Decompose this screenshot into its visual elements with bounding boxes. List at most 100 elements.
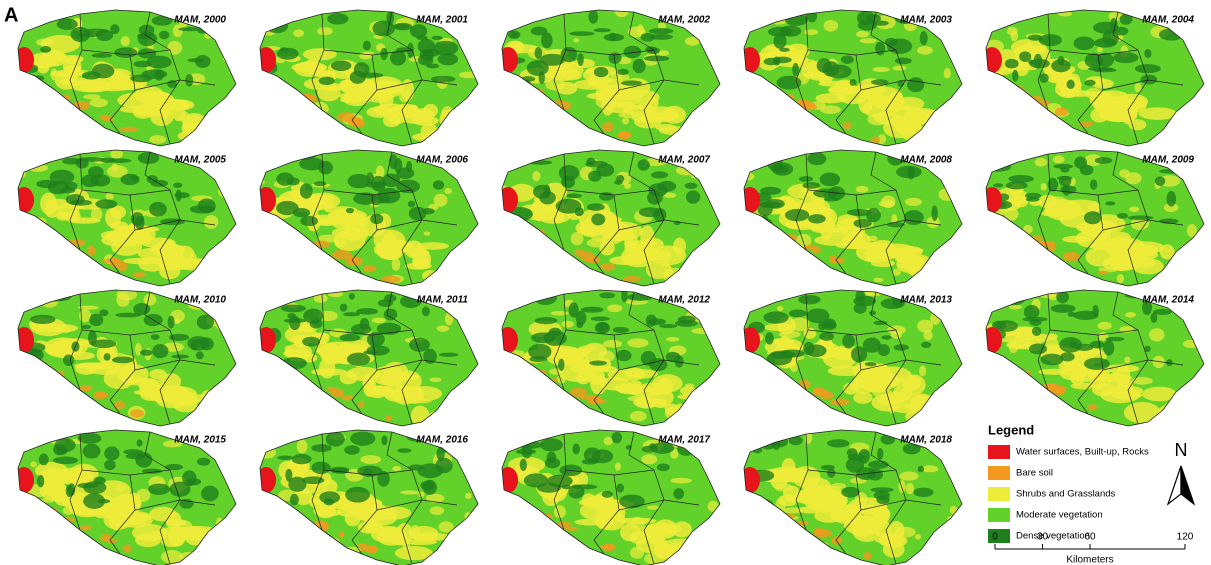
patch-shrub — [1000, 112, 1009, 122]
patch-shrub — [1165, 132, 1176, 146]
patch-dense — [152, 344, 168, 358]
patch-bare — [132, 272, 146, 277]
patch-shrub — [364, 76, 403, 96]
patch-shrub — [400, 490, 419, 494]
map-panel — [731, 9, 962, 146]
patch-shrub — [493, 497, 512, 505]
patch-bare — [600, 263, 615, 271]
patch-dense — [1025, 193, 1041, 199]
patch-shrub — [797, 407, 807, 412]
patch-shrub — [511, 245, 532, 259]
patch-shrub — [899, 472, 918, 481]
figure: A Legend N MAM, 2000MAM, 2001MAM, 2002MA… — [0, 0, 1211, 565]
patch-shrub — [259, 399, 273, 412]
patch-bare — [602, 122, 614, 132]
patch-dense — [616, 350, 632, 361]
patch-dense — [621, 289, 628, 303]
patch-dense — [561, 176, 575, 188]
patch-dense — [57, 18, 78, 30]
patch-shrub — [254, 179, 265, 185]
patch-dense — [1090, 179, 1097, 190]
patch-dense — [169, 334, 189, 341]
patch-dense — [340, 304, 348, 312]
patch-dense — [511, 32, 518, 38]
patch-shrub — [407, 250, 424, 256]
patch-shrub — [118, 370, 134, 382]
patch-shrub — [573, 38, 579, 42]
patch-bare — [66, 239, 85, 247]
patch-dense — [288, 477, 306, 492]
patch-dense — [382, 174, 400, 188]
patch-bare — [87, 246, 96, 256]
patch-shrub — [566, 360, 584, 366]
patch-shrub — [1027, 106, 1047, 116]
patch-bare — [864, 551, 872, 560]
patch-dense — [920, 31, 928, 45]
patch-shrub — [213, 387, 224, 397]
patch-dense — [562, 485, 571, 490]
patch-shrub — [149, 369, 166, 379]
patch-water — [498, 467, 518, 493]
patch-shrub — [114, 225, 131, 246]
patch-bare — [95, 394, 109, 398]
map-label: MAM, 2003 — [900, 15, 952, 26]
patch-shrub — [325, 132, 333, 136]
patch-dense — [397, 448, 411, 453]
legend: Legend — [988, 422, 1034, 437]
patch-dense — [588, 10, 598, 24]
patch-shrub — [313, 526, 320, 538]
patch-shrub — [733, 177, 746, 190]
patch-dense — [420, 481, 434, 490]
patch-bare — [363, 265, 376, 273]
patch-dense — [597, 322, 608, 332]
patch-dense — [1028, 35, 1043, 41]
patch-dense — [621, 80, 642, 85]
patch-water — [982, 327, 1002, 353]
patch-shrub — [554, 505, 566, 518]
patch-shrub — [630, 411, 647, 422]
patch-shrub — [1046, 196, 1068, 207]
patch-shrub — [735, 550, 748, 561]
map-label: MAM, 2005 — [174, 155, 226, 166]
patch-shrub — [506, 105, 525, 111]
patch-dense — [168, 316, 175, 329]
patch-shrub — [867, 113, 888, 125]
patch-dense — [377, 188, 400, 204]
patch-shrub — [893, 66, 907, 71]
patch-bare — [812, 246, 821, 254]
patch-shrub — [1087, 91, 1095, 96]
patch-shrub — [145, 98, 156, 105]
map-label: MAM, 2002 — [658, 15, 710, 26]
patch-shrub — [701, 533, 714, 541]
patch-bare — [366, 547, 378, 554]
patch-shrub — [672, 521, 692, 537]
patch-shrub — [430, 506, 445, 515]
patch-shrub — [692, 328, 714, 334]
patch-shrub — [917, 46, 933, 55]
patch-dense — [773, 33, 786, 48]
patch-dense — [520, 459, 527, 471]
patch-dense — [1012, 70, 1018, 82]
patch-shrub — [1149, 328, 1164, 341]
patch-dense — [284, 432, 299, 441]
patch-shrub — [644, 553, 665, 565]
patch-shrub — [623, 111, 639, 118]
map-panel — [969, 147, 1204, 286]
patch-shrub — [433, 271, 448, 283]
patch-dense — [1084, 358, 1110, 370]
patch-dense — [81, 325, 91, 329]
patch-shrub — [527, 425, 534, 439]
patch-bare — [357, 543, 367, 547]
patch-shrub — [690, 118, 707, 131]
map-panel — [244, 150, 478, 286]
patch-dense — [527, 60, 549, 76]
scale-tick-label: 0 — [992, 532, 998, 543]
patch-shrub — [1091, 108, 1109, 123]
patch-shrub — [856, 186, 869, 193]
patch-dense — [83, 29, 109, 34]
patch-shrub — [244, 257, 261, 266]
patch-water — [14, 467, 34, 493]
patch-shrub — [984, 87, 1006, 93]
patch-shrub — [258, 492, 266, 498]
patch-shrub — [19, 147, 26, 156]
